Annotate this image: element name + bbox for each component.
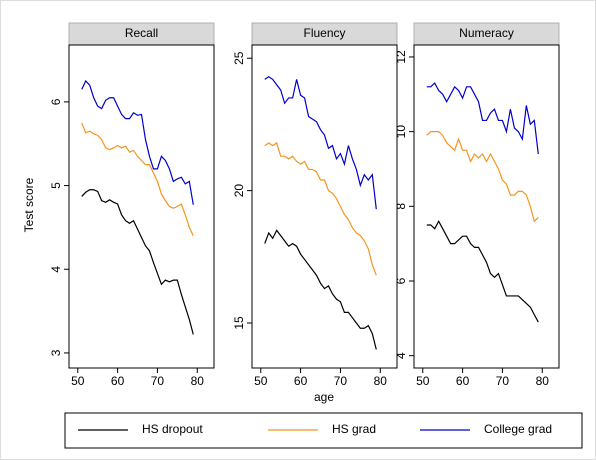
series-line [426, 131, 539, 223]
y-axis-label: Test score [22, 177, 36, 232]
x-tick-label: 60 [456, 374, 470, 388]
x-axis-label: age [314, 390, 334, 404]
x-tick-label: 50 [71, 374, 85, 388]
series-line [81, 79, 194, 205]
y-tick-label: 10 [394, 125, 408, 139]
plot-area [251, 44, 398, 369]
series-line [426, 219, 539, 323]
x-tick-label: 80 [191, 374, 205, 388]
x-tick-label: 70 [334, 374, 348, 388]
y-tick-label: 4 [49, 266, 63, 273]
x-tick-label: 60 [294, 374, 308, 388]
x-tick-label: 50 [254, 374, 268, 388]
series-line [81, 189, 194, 335]
x-tick-label: 70 [496, 374, 510, 388]
series-line [264, 142, 377, 276]
legend [64, 412, 583, 449]
y-tick-label: 20 [232, 184, 246, 198]
panel-title: Numeracy [459, 26, 514, 40]
y-tick-label: 12 [394, 50, 408, 64]
series-line [264, 229, 377, 350]
panel-title: Fluency [303, 26, 345, 40]
x-tick-label: 80 [536, 374, 550, 388]
x-tick-label: 50 [416, 374, 430, 388]
legend-label: College grad [484, 422, 552, 436]
y-tick-label: 8 [394, 203, 408, 210]
y-tick-label: 5 [49, 182, 63, 189]
plot-area [413, 44, 560, 369]
y-tick-label: 6 [394, 277, 408, 284]
legend-label: HS grad [332, 422, 376, 436]
series-line [264, 76, 377, 210]
y-tick-label: 15 [232, 316, 246, 330]
plot-area [68, 44, 215, 369]
y-tick-label: 25 [232, 51, 246, 65]
series-line [81, 122, 194, 237]
series-line [426, 82, 539, 155]
x-tick-label: 80 [374, 374, 388, 388]
x-tick-label: 70 [151, 374, 165, 388]
y-tick-label: 4 [394, 352, 408, 359]
y-tick-label: 6 [49, 98, 63, 105]
x-tick-label: 60 [111, 374, 125, 388]
panel-title: Recall [125, 26, 158, 40]
y-tick-label: 3 [49, 349, 63, 356]
legend-label: HS dropout [142, 422, 203, 436]
